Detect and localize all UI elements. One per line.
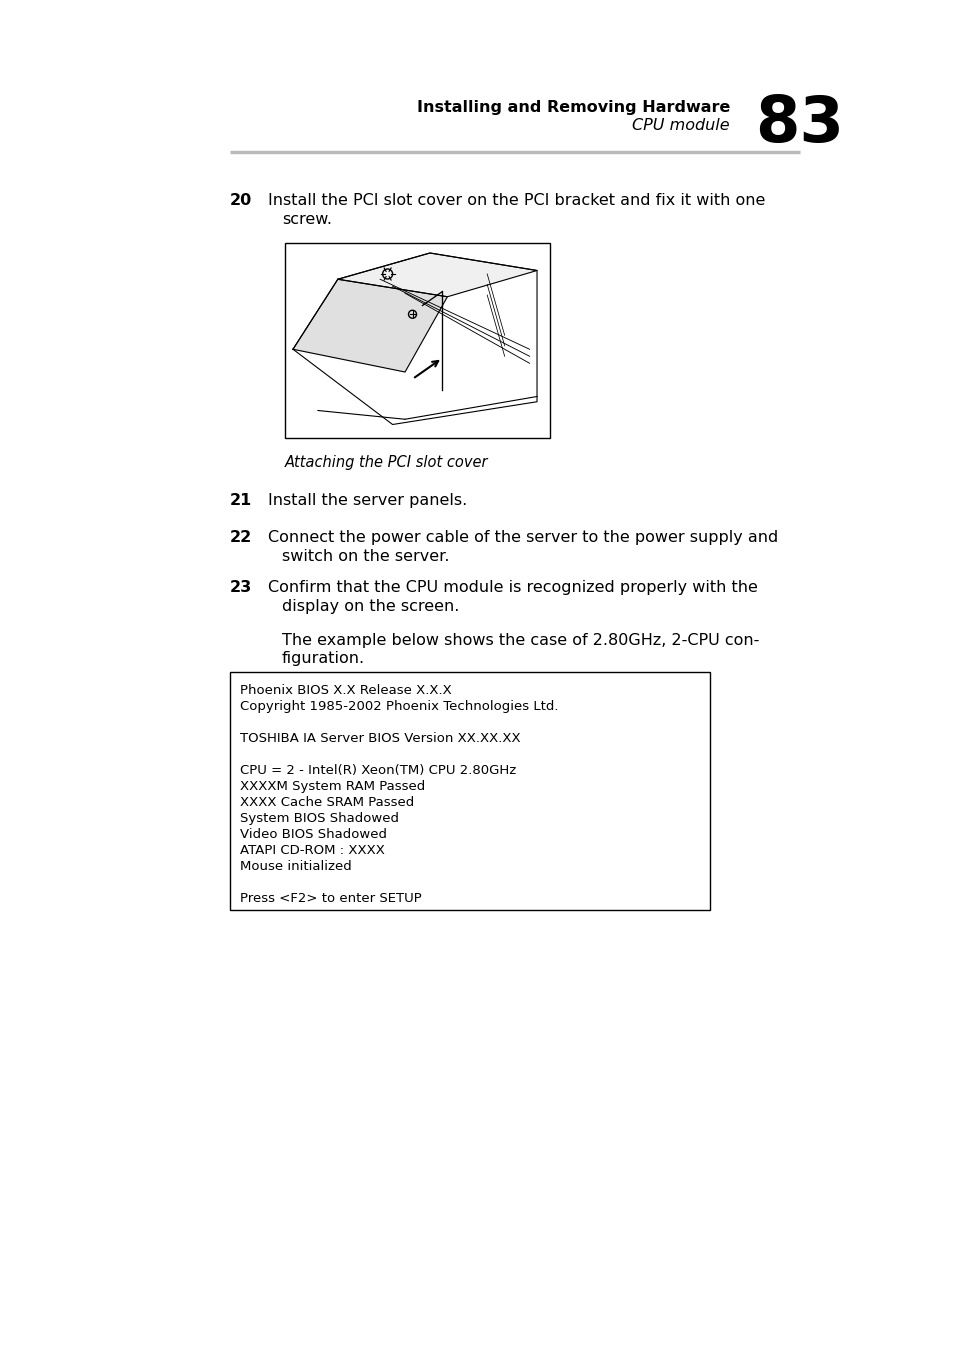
Text: Phoenix BIOS X.X Release X.X.X: Phoenix BIOS X.X Release X.X.X — [240, 684, 452, 697]
Text: Confirm that the CPU module is recognized properly with the: Confirm that the CPU module is recognize… — [268, 580, 757, 594]
Bar — [230, 671, 709, 911]
Text: figuration.: figuration. — [282, 651, 365, 666]
Text: CPU = 2 - Intel(R) Xeon(TM) CPU 2.80GHz: CPU = 2 - Intel(R) Xeon(TM) CPU 2.80GHz — [240, 765, 516, 777]
Text: screw.: screw. — [282, 212, 332, 227]
Text: Connect the power cable of the server to the power supply and: Connect the power cable of the server to… — [268, 530, 778, 544]
Text: Install the server panels.: Install the server panels. — [268, 493, 467, 508]
Text: switch on the server.: switch on the server. — [282, 549, 449, 563]
Text: CPU module: CPU module — [632, 118, 729, 132]
Text: display on the screen.: display on the screen. — [282, 598, 459, 613]
Text: Attaching the PCI slot cover: Attaching the PCI slot cover — [285, 455, 488, 470]
Bar — [285, 243, 550, 438]
Text: 23: 23 — [230, 580, 252, 594]
Text: 22: 22 — [230, 530, 252, 544]
Text: Install the PCI slot cover on the PCI bracket and fix it with one: Install the PCI slot cover on the PCI br… — [268, 193, 764, 208]
Text: The example below shows the case of 2.80GHz, 2-CPU con-: The example below shows the case of 2.80… — [282, 634, 759, 648]
Text: 83: 83 — [754, 93, 843, 155]
Text: Installing and Removing Hardware: Installing and Removing Hardware — [416, 100, 729, 115]
Text: Copyright 1985-2002 Phoenix Technologies Ltd.: Copyright 1985-2002 Phoenix Technologies… — [240, 700, 558, 713]
Text: Video BIOS Shadowed: Video BIOS Shadowed — [240, 828, 387, 842]
Text: TOSHIBA IA Server BIOS Version XX.XX.XX: TOSHIBA IA Server BIOS Version XX.XX.XX — [240, 732, 520, 744]
Text: 20: 20 — [230, 193, 252, 208]
Text: 21: 21 — [230, 493, 252, 508]
Polygon shape — [293, 280, 447, 372]
Text: XXXX Cache SRAM Passed: XXXX Cache SRAM Passed — [240, 796, 414, 809]
Text: ATAPI CD-ROM : XXXX: ATAPI CD-ROM : XXXX — [240, 844, 384, 857]
Text: Mouse initialized: Mouse initialized — [240, 861, 352, 873]
Text: Press <F2> to enter SETUP: Press <F2> to enter SETUP — [240, 892, 421, 905]
Text: XXXXM System RAM Passed: XXXXM System RAM Passed — [240, 780, 425, 793]
Text: System BIOS Shadowed: System BIOS Shadowed — [240, 812, 398, 825]
Polygon shape — [337, 253, 537, 297]
